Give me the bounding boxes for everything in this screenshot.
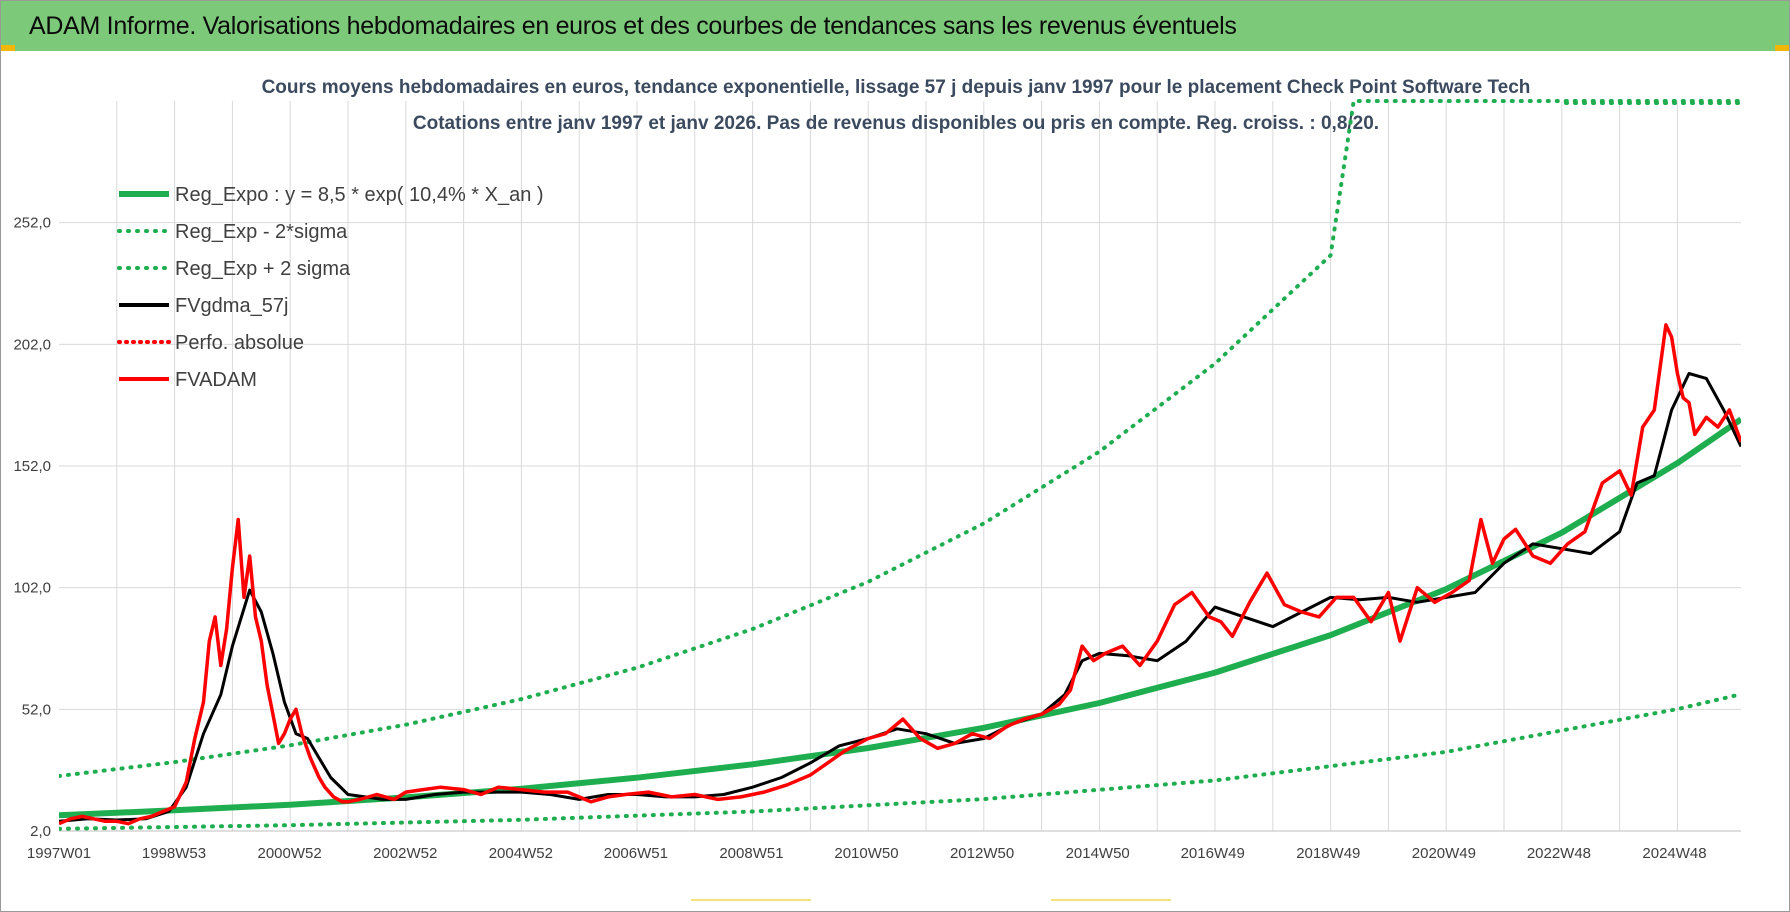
x-tick-label: 2002W52 [373,845,437,862]
y-tick-label: 202,0 [13,336,51,353]
x-axis-ticks: 1997W01 1998W53 2000W52 2002W52 2004W52 2006W… [27,845,1707,862]
x-tick-label: 1997W01 [27,845,91,862]
chart-title-line-1: Cours moyens hebdomadaires en euros, ten… [262,77,1531,98]
x-tick-label: 2012W50 [950,845,1014,862]
x-tick-label: 2024W48 [1642,845,1706,862]
y-tick-label: 252,0 [13,215,51,232]
report-banner: ADAM Informe. Valorisations hebdomadaire… [1,1,1789,51]
y-tick-label: 52,0 [22,701,51,718]
grid-layer [59,101,1741,832]
x-tick-label: 1998W53 [142,845,206,862]
x-tick-label: 2014W50 [1066,845,1130,862]
legend-label-red_dotted: Perfo. absolue [175,332,304,354]
x-tick-label: 2022W48 [1527,845,1591,862]
bottom-accent-1 [691,899,811,901]
y-tick-label: 102,0 [13,580,51,597]
x-tick-label: 2010W50 [834,845,898,862]
x-tick-label: 2018W49 [1296,845,1360,862]
legend-label-reg_high: Reg_Exp + 2 sigma [175,258,351,280]
legend-label-reg: Reg_Expo : y = 8,5 * exp( 10,4% * X_an ) [175,184,544,206]
series-layer [59,99,1743,831]
corner-mark-left [1,45,15,51]
chart-title-layer: Cours moyens hebdomadaires en euros, ten… [262,77,1531,134]
y-tick-label: 152,0 [13,458,51,475]
x-tick-label: 2020W49 [1412,845,1476,862]
series-reg_low [59,692,1741,831]
y-tick-label: 2,0 [30,823,51,840]
legend-label-reg_low: Reg_Exp - 2*sigma [175,221,348,243]
x-tick-label: 2000W52 [258,845,322,862]
x-tick-label: 2016W49 [1181,845,1245,862]
bottom-accent-2 [1051,899,1171,901]
corner-mark-right [1775,45,1789,51]
x-tick-label: 2004W52 [489,845,553,862]
series-black [59,372,1741,823]
chart-title-line-2: Cotations entre janv 1997 et janv 2026. … [413,113,1379,134]
legend: Reg_Expo : y = 8,5 * exp( 10,4% * X_an )… [117,184,544,391]
x-tick-label: 2008W51 [719,845,783,862]
x-tick-label: 2006W51 [604,845,668,862]
y-axis-ticks: 2,0 52,0 102,0 152,0 202,0 252,0 [13,215,51,840]
series-red [59,323,1741,826]
legend-label-black: FVgdma_57j [175,295,288,317]
report-title: ADAM Informe. Valorisations hebdomadaire… [29,11,1237,40]
legend-label-red: FVADAM [175,369,257,391]
